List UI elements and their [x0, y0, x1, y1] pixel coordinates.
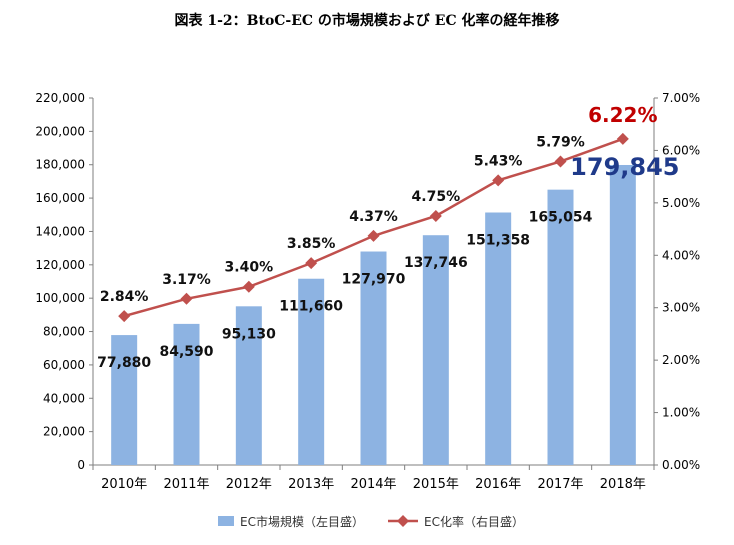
line-point: [367, 229, 380, 242]
bar-data-label: 151,358: [466, 233, 530, 249]
y-left-tick-label: 120,000: [35, 258, 85, 272]
line-point: [242, 280, 255, 293]
line-point: [554, 155, 567, 168]
bar: [235, 306, 262, 465]
x-tick-label: 2016年: [475, 477, 521, 492]
line-point: [305, 257, 318, 270]
bar-data-label: 165,054: [529, 210, 593, 226]
line-data-label: 6.22%: [588, 103, 657, 127]
bar-data-label: 127,970: [342, 272, 406, 288]
y-left-tick-label: 200,000: [35, 124, 85, 138]
y-left-tick-label: 220,000: [35, 91, 85, 105]
bar: [298, 278, 325, 465]
y-right-tick-label: 1.00%: [662, 406, 700, 420]
y-left-tick-label: 20,000: [43, 425, 85, 439]
line-point: [180, 292, 193, 305]
x-tick-label: 2012年: [226, 477, 272, 492]
x-tick-label: 2015年: [413, 477, 459, 492]
y-left-tick-label: 0: [77, 458, 85, 472]
line-point: [616, 132, 629, 145]
y-left-tick-label: 100,000: [35, 291, 85, 305]
y-left-tick-label: 60,000: [43, 358, 85, 372]
bar-data-label: 95,130: [222, 326, 276, 342]
bar: [360, 251, 387, 465]
bar: [485, 212, 512, 465]
x-tick-label: 2014年: [350, 477, 396, 492]
bar-data-label: 111,660: [279, 299, 343, 315]
y-right-tick-label: 4.00%: [662, 248, 700, 262]
line-point: [429, 209, 442, 222]
y-right-tick-label: 2.00%: [662, 353, 700, 367]
y-right-tick-label: 7.00%: [662, 91, 700, 105]
y-left-tick-label: 160,000: [35, 191, 85, 205]
y-right-tick-label: 0.00%: [662, 458, 700, 472]
y-right-tick-label: 5.00%: [662, 196, 700, 210]
bar: [173, 323, 200, 465]
y-left-tick-label: 40,000: [43, 391, 85, 405]
y-right-tick-label: 6.00%: [662, 143, 700, 157]
bar-data-label: 137,746: [404, 255, 468, 271]
bar-data-label: 77,880: [97, 355, 151, 371]
y-right-tick-label: 3.00%: [662, 301, 700, 315]
line-data-label: 4.37%: [349, 209, 398, 225]
x-tick-label: 2010年: [101, 477, 147, 492]
x-tick-label: 2018年: [600, 477, 646, 492]
legend-line-label: EC化率（右目盛）: [424, 514, 524, 529]
line-data-label: 5.79%: [536, 134, 585, 150]
y-left-tick-label: 80,000: [43, 325, 85, 339]
bar: [111, 335, 138, 465]
line-data-label: 3.17%: [162, 272, 211, 288]
line-data-label: 4.75%: [412, 189, 461, 205]
bar-data-label: 84,590: [159, 344, 213, 360]
bar: [547, 189, 574, 465]
bar: [422, 235, 449, 465]
line-data-label: 3.40%: [225, 260, 274, 276]
x-tick-label: 2017年: [537, 477, 583, 492]
y-left-tick-label: 180,000: [35, 158, 85, 172]
line-point: [118, 310, 131, 323]
line-point: [492, 174, 505, 187]
legend-bar-label: EC市場規模（左目盛）: [240, 514, 364, 529]
y-left-tick-label: 140,000: [35, 224, 85, 238]
x-tick-label: 2013年: [288, 477, 334, 492]
line-data-label: 2.84%: [100, 289, 149, 305]
line-data-label: 5.43%: [474, 153, 523, 169]
bar: [609, 164, 636, 465]
x-tick-label: 2011年: [163, 477, 209, 492]
legend-bar-swatch: [218, 516, 234, 526]
bar-data-label: 179,845: [570, 153, 679, 181]
legend-line-marker: [397, 515, 409, 527]
chart-title: 図表 1-2：BtoC-EC の市場規模および EC 化率の経年推移: [174, 13, 560, 29]
line-data-label: 3.85%: [287, 236, 336, 252]
